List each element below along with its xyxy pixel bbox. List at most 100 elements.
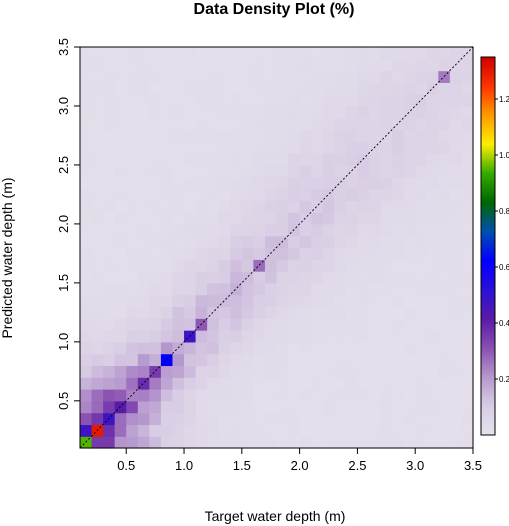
heatmap-cell xyxy=(461,341,474,355)
heatmap-cell xyxy=(91,294,104,308)
heatmap-cell xyxy=(264,389,278,402)
heatmap-cell xyxy=(449,247,463,260)
heatmap-cell xyxy=(103,353,116,367)
heatmap-cell xyxy=(184,365,197,378)
heatmap-cell xyxy=(241,318,254,331)
heatmap-cell xyxy=(241,70,254,83)
heatmap-cell xyxy=(103,105,116,119)
heatmap-cell xyxy=(80,70,93,83)
heatmap-cell xyxy=(311,436,324,449)
heatmap-cell xyxy=(415,105,428,119)
heatmap-cell xyxy=(311,247,324,260)
heatmap-cell xyxy=(218,94,231,107)
heatmap-cell xyxy=(230,129,243,142)
heatmap-cell xyxy=(392,389,405,402)
heatmap-cell xyxy=(334,353,347,367)
heatmap-cell xyxy=(103,341,116,355)
heatmap-cell xyxy=(184,235,197,249)
heatmap-cell xyxy=(345,82,359,95)
heatmap-cell xyxy=(172,223,185,237)
heatmap-cell xyxy=(137,247,150,260)
heatmap-cell xyxy=(415,58,428,72)
heatmap-cell xyxy=(241,306,254,319)
heatmap-cell xyxy=(449,436,463,449)
heatmap-cell xyxy=(253,70,266,83)
heatmap-cell xyxy=(276,141,289,154)
heatmap-cell xyxy=(438,247,451,260)
heatmap-cell xyxy=(392,153,405,166)
heatmap-cell xyxy=(403,82,416,95)
heatmap-cell xyxy=(322,400,335,414)
heatmap-cell xyxy=(357,212,370,225)
heatmap-cell xyxy=(461,235,474,249)
heatmap-cell xyxy=(264,117,278,131)
heatmap-cell xyxy=(230,353,243,367)
heatmap-cell xyxy=(207,176,220,190)
heatmap-cell xyxy=(172,294,185,308)
heatmap-cell xyxy=(449,153,463,166)
heatmap-cell xyxy=(172,282,185,296)
heatmap-cell xyxy=(276,353,289,367)
heatmap-cell xyxy=(438,306,451,319)
heatmap-cell xyxy=(91,400,104,414)
heatmap-cell xyxy=(184,129,197,142)
heatmap-cell xyxy=(322,188,335,201)
heatmap-cell xyxy=(114,341,127,355)
heatmap-cell xyxy=(380,389,393,402)
heatmap-cell xyxy=(334,235,347,249)
heatmap-cell xyxy=(380,271,393,284)
heatmap-cell xyxy=(137,82,150,95)
heatmap-cell xyxy=(195,47,208,60)
heatmap-cell xyxy=(80,259,93,272)
heatmap-cell xyxy=(392,400,405,414)
heatmap-cell xyxy=(160,105,174,119)
heatmap-cell xyxy=(172,330,185,343)
heatmap-cell xyxy=(137,365,150,378)
heatmap-cell xyxy=(80,153,93,166)
heatmap-cell xyxy=(218,271,231,284)
heatmap-cell xyxy=(207,47,220,60)
heatmap-cell xyxy=(345,389,359,402)
heatmap-cell xyxy=(114,365,127,378)
heatmap-cell xyxy=(276,330,289,343)
heatmap-cell xyxy=(184,271,197,284)
heatmap-cell xyxy=(276,424,289,437)
heatmap-cell xyxy=(311,105,324,119)
heatmap-cell xyxy=(241,47,254,60)
heatmap-cell xyxy=(426,176,439,190)
heatmap-cell xyxy=(288,47,301,60)
heatmap-cell xyxy=(438,412,451,426)
heatmap-cell xyxy=(380,212,393,225)
heatmap-cell xyxy=(160,141,174,154)
heatmap-cell xyxy=(311,47,324,60)
heatmap-cell xyxy=(184,105,197,119)
heatmap-cell xyxy=(184,200,197,213)
heatmap-cell xyxy=(345,412,359,426)
heatmap-cell xyxy=(438,400,451,414)
heatmap-cell xyxy=(357,223,370,237)
heatmap-cell xyxy=(218,377,231,390)
heatmap-cell xyxy=(449,318,463,331)
chart-title: Data Density Plot (%) xyxy=(194,1,355,18)
heatmap-cell xyxy=(403,105,416,119)
heatmap-cell xyxy=(380,105,393,119)
heatmap-cell xyxy=(184,412,197,426)
heatmap-cell xyxy=(264,70,278,83)
heatmap-cell xyxy=(299,330,312,343)
heatmap-cell xyxy=(184,117,197,131)
heatmap-cell xyxy=(403,58,416,72)
heatmap-cell xyxy=(207,247,220,260)
heatmap-cell xyxy=(276,271,289,284)
heatmap-cell xyxy=(195,377,208,390)
heatmap-cell xyxy=(380,294,393,308)
heatmap-cell xyxy=(311,200,324,213)
heatmap-cell xyxy=(253,141,266,154)
heatmap-cell xyxy=(241,58,254,72)
heatmap-cell xyxy=(380,400,393,414)
heatmap-cell xyxy=(114,259,127,272)
heatmap-cell xyxy=(322,141,335,154)
heatmap-cell xyxy=(334,436,347,449)
heatmap-cell xyxy=(103,58,116,72)
heatmap-cell xyxy=(264,82,278,95)
heatmap-cell xyxy=(322,247,335,260)
